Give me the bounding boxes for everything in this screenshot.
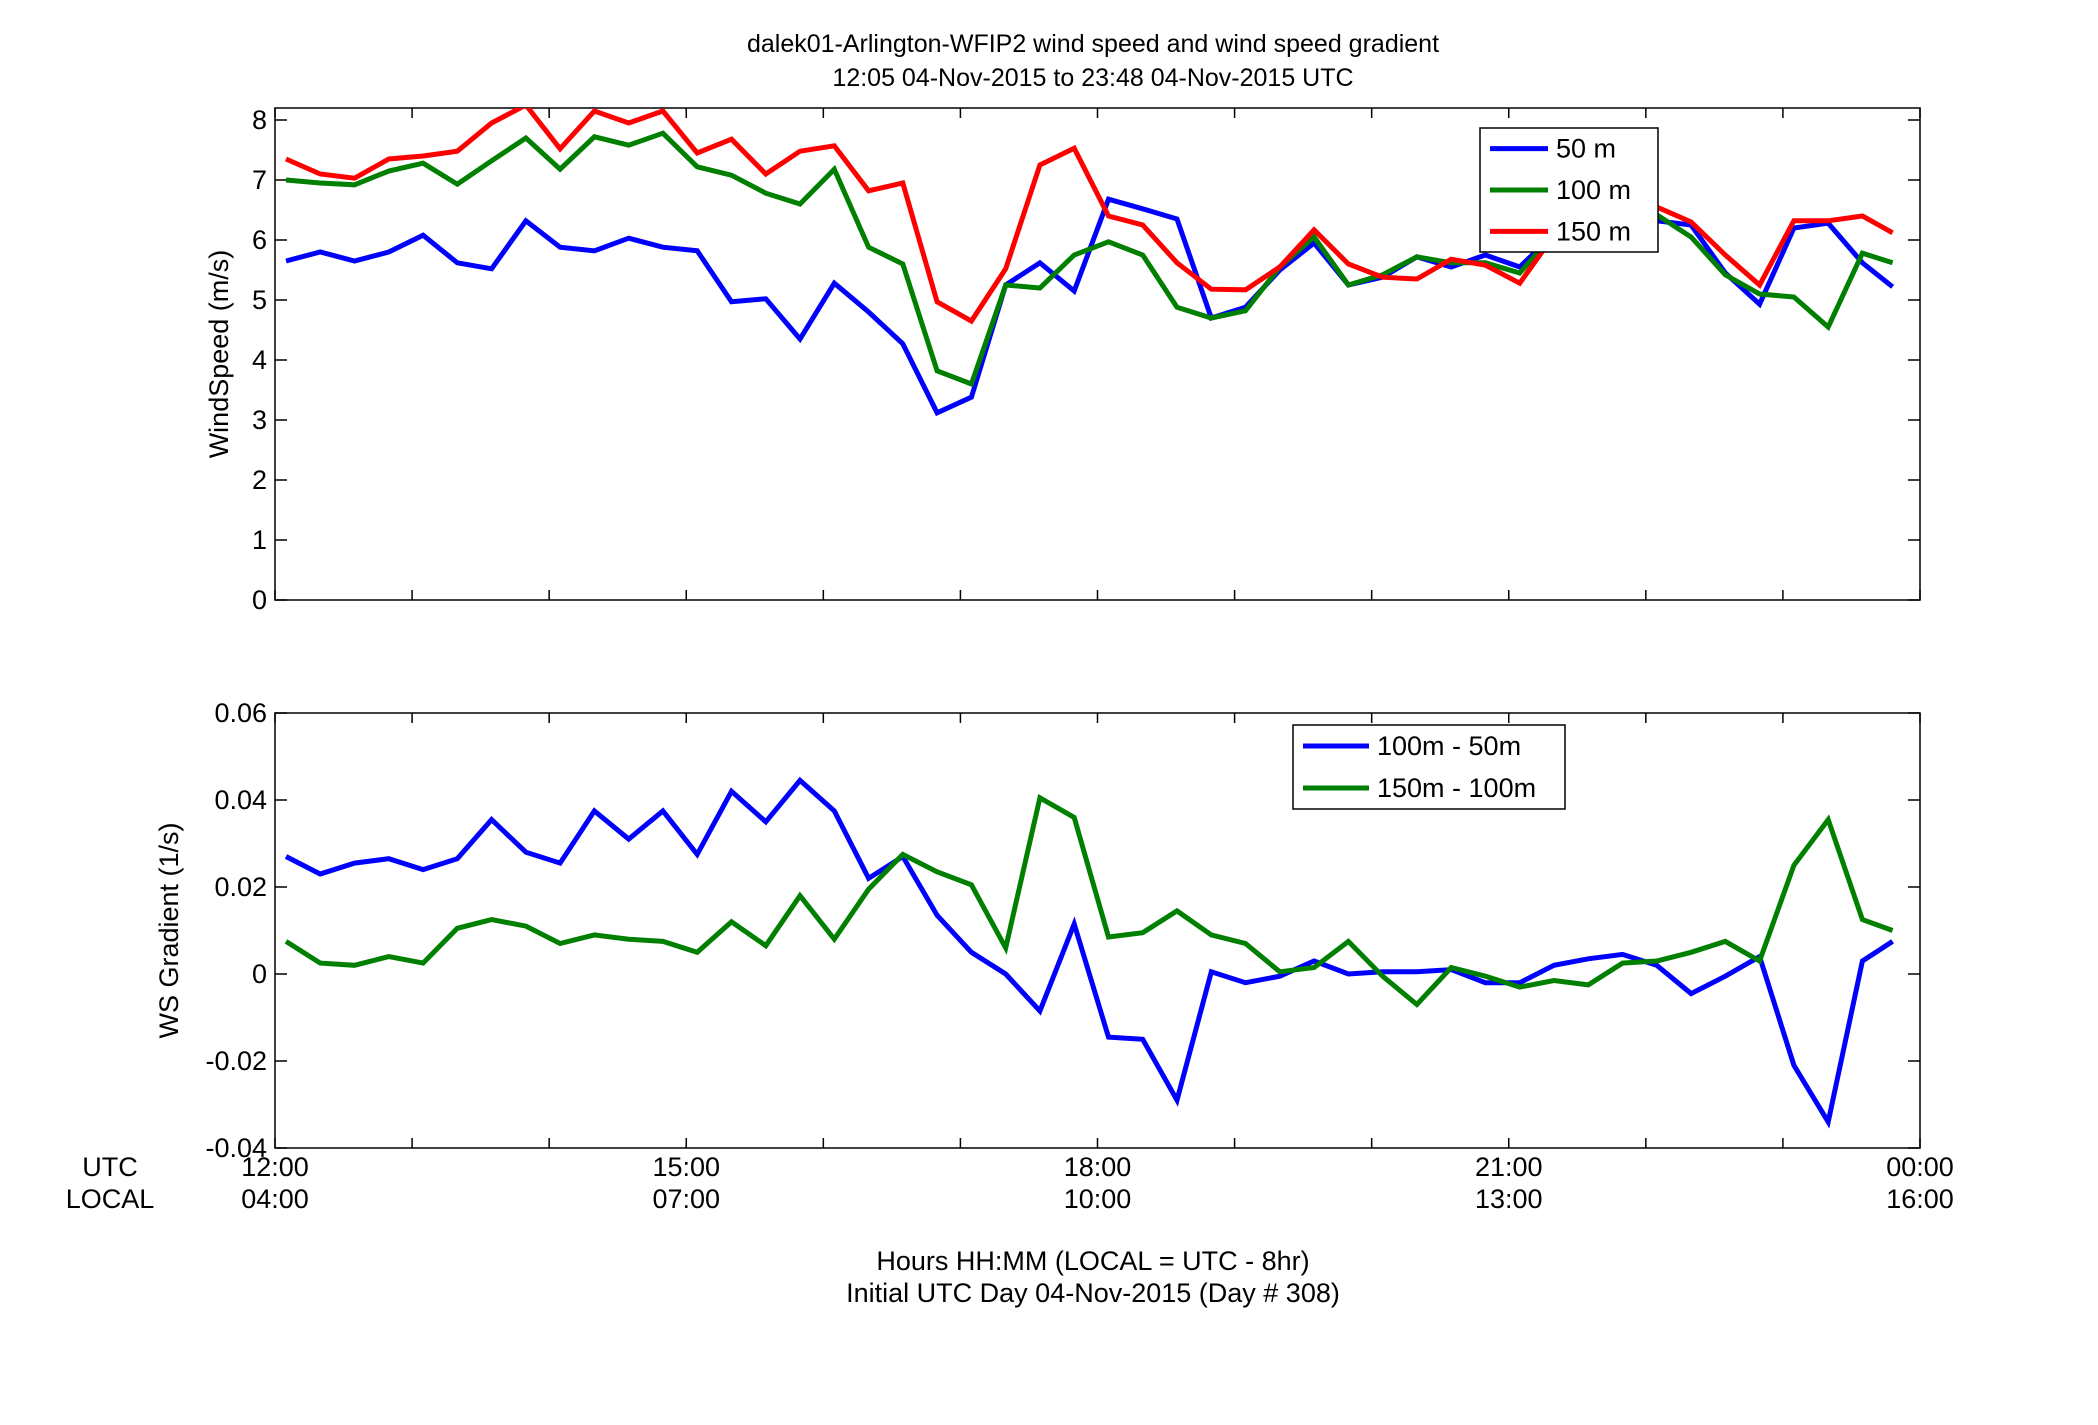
y-tick-label: 6 xyxy=(252,225,267,255)
plot-frame xyxy=(274,712,1921,1149)
x-tick-label-utc: 18:00 xyxy=(1064,1152,1132,1182)
y-tick-label: -0.02 xyxy=(205,1046,267,1076)
x-tick-label-utc: 21:00 xyxy=(1475,1152,1543,1182)
legend-entry: 50 m xyxy=(1556,134,1616,164)
y-tick-label: -0.04 xyxy=(205,1133,267,1163)
y-tick-label: 0.04 xyxy=(214,785,267,815)
legend-box xyxy=(1292,724,1566,810)
utc-tick-labels: 12:00 15:00 18:00 21:00 00:00 xyxy=(241,1152,1954,1182)
y-tick-label: 1 xyxy=(252,525,267,555)
y-tick-label: 4 xyxy=(252,345,267,375)
x-tick-label-local: 13:00 xyxy=(1475,1184,1543,1214)
utc-row-label: UTC xyxy=(82,1152,138,1182)
y-tick-label: 0.06 xyxy=(214,698,267,728)
figure-title: dalek01-Arlington-WFIP2 wind speed and w… xyxy=(747,30,1439,58)
legend: 100m - 50m 150m - 100m xyxy=(1292,724,1566,810)
y-axis-label: WS Gradient (1/s) xyxy=(154,822,184,1038)
legend-entry: 100 m xyxy=(1556,175,1631,205)
y-tick-label: 7 xyxy=(252,165,267,195)
x-tick-label-local: 04:00 xyxy=(241,1184,309,1214)
y-tick-label: 5 xyxy=(252,285,267,315)
series-line-100m-50m xyxy=(284,776,1894,1129)
legend-entry: 100m - 50m xyxy=(1377,731,1521,761)
legend-entry: 150 m xyxy=(1556,216,1631,246)
y-tick-label: 2 xyxy=(252,465,267,495)
y-axis-label: WindSpeed (m/s) xyxy=(204,250,234,459)
y-tick-label: 0 xyxy=(252,959,267,989)
y-tick-label: 0 xyxy=(252,585,267,615)
y-tick-label: 8 xyxy=(252,105,267,135)
x-tick-label-utc: 15:00 xyxy=(652,1152,720,1182)
local-tick-labels: 04:00 07:00 10:00 13:00 16:00 xyxy=(241,1184,1954,1214)
y-tick-label: 0.02 xyxy=(214,872,267,902)
legend: 50 m 100 m 150 m xyxy=(1479,127,1659,253)
x-axis-sublabel: Initial UTC Day 04-Nov-2015 (Day # 308) xyxy=(846,1278,1340,1308)
legend-entry: 150m - 100m xyxy=(1377,773,1536,803)
series-line-150m-100m xyxy=(284,793,1894,1008)
x-axis-label: Hours HH:MM (LOCAL = UTC - 8hr) xyxy=(876,1246,1309,1276)
y-tick-label: 3 xyxy=(252,405,267,435)
figure-subtitle: 12:05 04-Nov-2015 to 23:48 04-Nov-2015 U… xyxy=(832,64,1353,92)
x-tick-label-utc: 12:00 xyxy=(241,1152,309,1182)
plot-frame xyxy=(274,107,1921,601)
x-tick-label-local: 16:00 xyxy=(1886,1184,1954,1214)
local-row-label: LOCAL xyxy=(66,1184,155,1214)
ws-gradient-panel: -0.04 -0.02 0 0.02 0.04 0.06 WS Gradient (1/s)… xyxy=(154,698,1921,1163)
x-tick-label-utc: 00:00 xyxy=(1886,1152,1954,1182)
x-tick-label-local: 07:00 xyxy=(652,1184,720,1214)
x-tick-label-local: 10:00 xyxy=(1064,1184,1132,1214)
wind-speed-panel: 0 1 2 3 4 5 6 7 8 WindSpeed (m/s) 50 m 100 m 150 m xyxy=(204,105,1921,615)
